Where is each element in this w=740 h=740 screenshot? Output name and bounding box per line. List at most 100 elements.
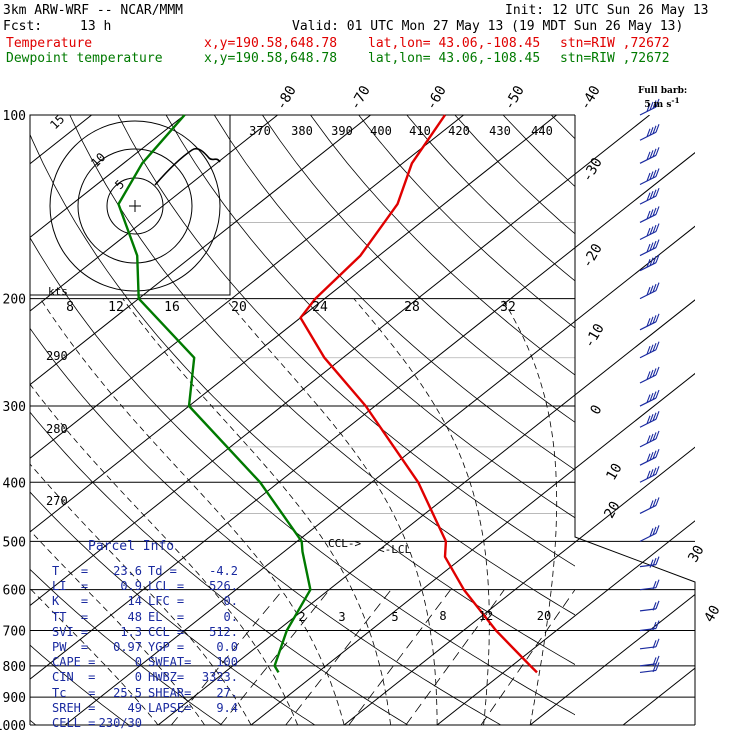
parcel-key: Tc = xyxy=(52,685,96,700)
wind-barb-flag-5-1 xyxy=(652,207,657,217)
wind-barb-flag-15-2 xyxy=(649,433,654,443)
wind-barb-flag-3-0 xyxy=(655,168,660,177)
wind-barb-flag-19-2 xyxy=(649,528,654,537)
wind-barb-flag-10-3 xyxy=(646,318,651,327)
wind-barb-flag-1-2 xyxy=(649,127,654,136)
wind-barb-flag-5-0 xyxy=(655,206,660,215)
theta-left-label-0: 290 xyxy=(46,349,68,363)
parcel-value-2: 100 xyxy=(216,655,238,670)
wind-barb-flag-22-1 xyxy=(652,602,657,611)
pressure-label-400: 400 xyxy=(3,476,26,491)
isotherm-lines xyxy=(30,115,740,725)
pressure-label-300: 300 xyxy=(3,400,26,415)
wind-barb-flag-16-0 xyxy=(655,448,660,458)
wind-barb-flag-0-2 xyxy=(649,101,654,111)
wind-barb-flag-4-2 xyxy=(649,190,654,200)
init-time: Init: 12 UTC Sun 26 May 13 xyxy=(505,3,709,18)
isotherm-0 xyxy=(250,372,695,725)
wind-barb-flag-7-0 xyxy=(655,239,660,248)
dry-adiabat-290 xyxy=(30,411,409,725)
wind-barb-flag-8-0 xyxy=(655,254,660,263)
wind-barb-flag-7-3 xyxy=(646,243,651,253)
parcel-value: 0 xyxy=(134,655,142,670)
isotherm-50 xyxy=(716,115,740,725)
wind-barb-flag-16-1 xyxy=(652,450,657,459)
wind-barb-26 xyxy=(639,662,660,674)
wind-barb-5 xyxy=(639,206,660,223)
wind-barb-flag-7-2 xyxy=(649,242,654,251)
pressure-label-800: 800 xyxy=(3,660,26,675)
parcel-value: 0.97 xyxy=(113,640,142,654)
wind-barb-21 xyxy=(639,579,660,591)
parcel-key: K = xyxy=(52,594,89,609)
parcel-value: 1.3 xyxy=(120,624,142,639)
pressure-label-500: 500 xyxy=(3,535,26,550)
lcl-annotation: <-LCL xyxy=(378,543,411,556)
wind-barb-11 xyxy=(639,341,660,359)
parcel-value: 0 xyxy=(134,670,142,685)
wind-barb-flag-15-3 xyxy=(646,435,651,444)
isotherm-label-8: 0 xyxy=(587,402,605,417)
mixing-ratio-12 xyxy=(405,589,505,725)
wind-barb-flag-20-1 xyxy=(652,557,657,567)
wind-barb-flag-2-3 xyxy=(646,151,651,160)
speed-label-4: 24 xyxy=(312,300,328,315)
hodo-ring-10 xyxy=(77,148,193,264)
parcel-info-row: T = 23.6 Td = -4.2 xyxy=(52,564,238,578)
theta-label-3: 400 xyxy=(370,124,392,138)
parcel-info-title: Parcel Info xyxy=(88,539,175,554)
wind-barb-0 xyxy=(639,98,660,116)
isotherm-label-4: -40 xyxy=(577,83,604,113)
wind-barb-flag-16-2 xyxy=(649,451,654,461)
wind-barb-flag-11-2 xyxy=(649,344,654,353)
wind-barb-8 xyxy=(639,254,660,272)
parcel-info-row: LI = 0.9 LCL = 526. xyxy=(52,579,238,593)
parcel-info-row: CELL = 230/30 xyxy=(52,716,238,730)
wind-barb-flag-13-2 xyxy=(649,392,654,402)
parcel-key: CELL = xyxy=(52,716,96,730)
wind-barb-flag-5-2 xyxy=(649,209,654,218)
parcel-info-row: CAPE = 0 SWEAT= 100 xyxy=(52,655,238,669)
parcel-key-2: LCL = xyxy=(148,579,185,594)
parcel-value-2: 0. xyxy=(223,609,238,624)
isotherm-label-11: 30 xyxy=(685,543,707,566)
mixing-ratio-8 xyxy=(348,589,451,725)
hodo-units: kts xyxy=(48,285,68,298)
isotherm-label-12: 40 xyxy=(701,603,723,626)
isotherm-label-10: 20 xyxy=(601,499,623,522)
wind-barb-flag-19-0 xyxy=(655,525,660,534)
wind-barb-6 xyxy=(639,223,660,241)
speed-label-1: 12 xyxy=(108,300,124,315)
parcel-value-2: -4.2 xyxy=(209,564,238,578)
pressure-label-100: 100 xyxy=(3,109,26,124)
isotherm-30 xyxy=(529,593,695,725)
isotherm--70 xyxy=(30,115,371,386)
wind-barb-flag-14-2 xyxy=(649,414,654,423)
parcel-value-2: 9.4 xyxy=(216,700,238,715)
diagram-grid xyxy=(29,114,740,726)
wind-barb-9 xyxy=(639,282,660,300)
wind-barb-flag-10-0 xyxy=(655,313,660,323)
speed-label-2: 16 xyxy=(164,300,180,315)
moist-adiabat-30 xyxy=(501,298,558,725)
mixing-ratio-lines xyxy=(170,589,575,725)
theta-left-label-1: 280 xyxy=(46,422,68,436)
isotherm-20 xyxy=(436,520,695,725)
parcel-value: 25.5 xyxy=(113,685,142,700)
wind-barb-flag-4-1 xyxy=(652,189,657,198)
parcel-value: 14 xyxy=(127,594,142,609)
parcel-info-row: CIN = 0 HWBZ= 3323. xyxy=(52,670,238,684)
parcel-key-2: YGP = xyxy=(148,640,185,654)
wind-barb-flag-5-3 xyxy=(646,210,651,220)
isotherm--10 xyxy=(157,299,695,725)
isotherm--20 xyxy=(64,225,695,725)
ccl-annotation: CCL-> xyxy=(328,537,361,550)
parcel-info-row: K = 14 LFC = 0. xyxy=(52,594,238,608)
wind-barb-flag-1-3 xyxy=(646,128,651,137)
wind-barb-flag-14-0 xyxy=(655,411,660,420)
wind-barb-flag-17-2 xyxy=(649,469,654,478)
wind-barb-3 xyxy=(639,168,660,186)
parcel-key: SREH = xyxy=(52,700,96,715)
legend-temperature-xy: x,y=190.58,648.78 xyxy=(204,36,338,51)
